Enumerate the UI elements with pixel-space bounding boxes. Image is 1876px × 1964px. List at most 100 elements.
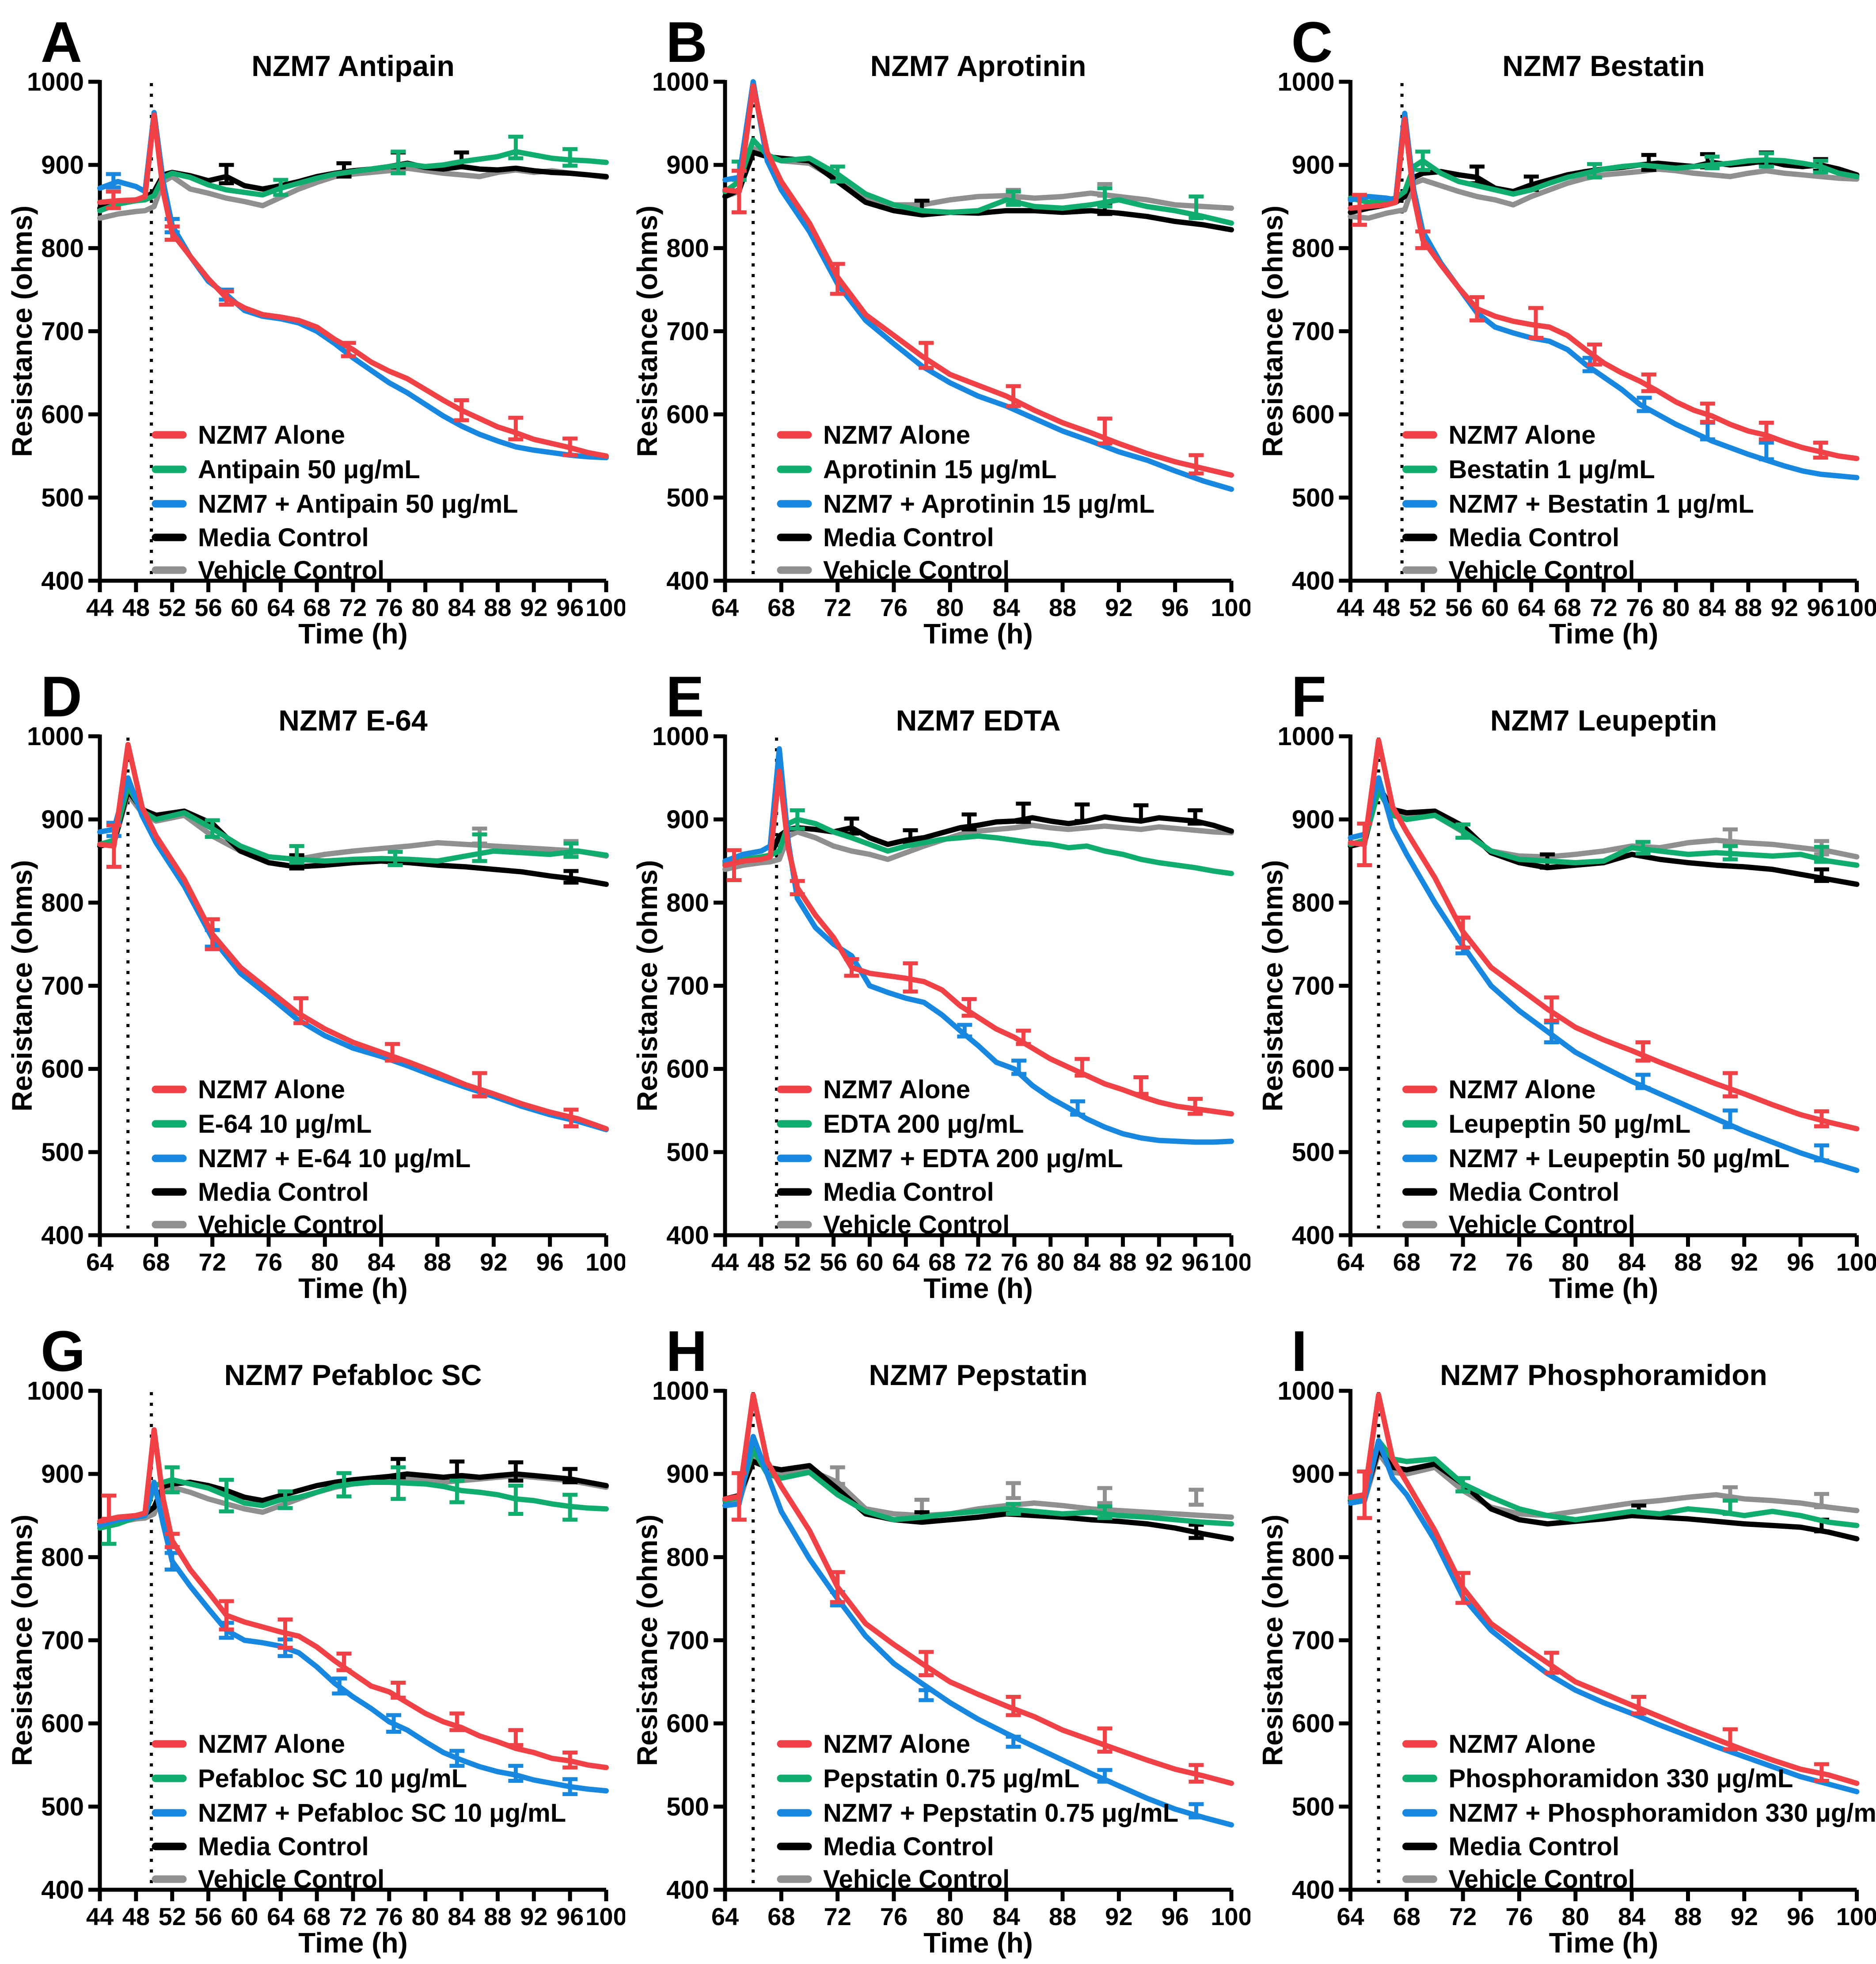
x-tick-label: 76 bbox=[376, 1903, 403, 1930]
y-tick-label: 600 bbox=[666, 400, 709, 429]
y-tick-label: 500 bbox=[666, 483, 709, 512]
x-tick-label: 88 bbox=[484, 594, 511, 621]
series-line-gray bbox=[1348, 1450, 1860, 1519]
y-tick-label: 700 bbox=[1292, 317, 1335, 346]
legend-label: Media Control bbox=[823, 1178, 994, 1207]
legend-label: NZM7 + Pepstatin 0.75 μg/mL bbox=[823, 1799, 1178, 1827]
y-tick-label: 700 bbox=[41, 1626, 84, 1655]
x-tick-label: 80 bbox=[936, 1903, 964, 1930]
panel-letter: I bbox=[1291, 1319, 1307, 1383]
x-tick-label: 68 bbox=[303, 1903, 330, 1930]
x-tick-label: 72 bbox=[199, 1248, 226, 1276]
x-tick-label: 68 bbox=[142, 1248, 170, 1276]
x-tick-label: 92 bbox=[520, 594, 547, 621]
legend-label: Vehicle Control bbox=[823, 556, 1010, 585]
y-tick-label: 900 bbox=[666, 151, 709, 179]
y-tick-label: 700 bbox=[1292, 972, 1335, 1001]
x-tick-label: 64 bbox=[1337, 1903, 1364, 1930]
x-tick-label: 64 bbox=[86, 1248, 114, 1276]
x-tick-label: 96 bbox=[1162, 1903, 1189, 1930]
panel-I: I NZM7 Phosphoramidon 400 500 600 700 800 900 10… bbox=[1250, 1309, 1876, 1964]
x-tick-label: 100 bbox=[585, 594, 625, 621]
x-tick-label: 96 bbox=[536, 1248, 564, 1276]
legend-label: Vehicle Control bbox=[198, 1865, 384, 1894]
x-tick-label: 52 bbox=[159, 594, 186, 621]
series-line-green bbox=[722, 1446, 1234, 1527]
x-tick-label: 80 bbox=[1562, 1248, 1589, 1276]
panel-letter: C bbox=[1291, 10, 1333, 74]
y-tick-label: 700 bbox=[666, 1626, 709, 1655]
legend-label: Media Control bbox=[198, 1832, 369, 1861]
legend-label: NZM7 + Bestatin 1 μg/mL bbox=[1449, 490, 1754, 518]
x-tick-label: 100 bbox=[585, 1903, 625, 1930]
x-tick-label: 92 bbox=[1105, 594, 1132, 621]
panel-title: NZM7 Bestatin bbox=[1502, 49, 1705, 82]
x-tick-label: 100 bbox=[1836, 594, 1876, 621]
x-tick-label: 76 bbox=[880, 594, 908, 621]
chart-F: F NZM7 Leupeptin 400 500 600 700 800 900 1000 64 6… bbox=[1250, 655, 1876, 1309]
legend-label: NZM7 + Phosphoramidon 330 μg/mL bbox=[1449, 1799, 1876, 1827]
legend-label: NZM7 + Leupeptin 50 μg/mL bbox=[1449, 1144, 1790, 1173]
x-tick-label: 72 bbox=[339, 1903, 367, 1930]
panel-title: NZM7 Leupeptin bbox=[1490, 704, 1717, 737]
y-tick-label: 800 bbox=[41, 1543, 84, 1572]
x-tick-label: 96 bbox=[1181, 1248, 1209, 1276]
legend-label: EDTA 200 μg/mL bbox=[823, 1110, 1024, 1138]
y-tick-label: 700 bbox=[666, 972, 709, 1001]
series-line-blue bbox=[722, 79, 1234, 492]
series-line-blue bbox=[1348, 775, 1860, 1173]
legend-label: NZM7 Alone bbox=[198, 1075, 345, 1104]
x-tick-label: 44 bbox=[86, 594, 114, 621]
x-tick-label: 88 bbox=[1049, 1903, 1076, 1930]
panel-F: F NZM7 Leupeptin 400 500 600 700 800 900 1000 64 6… bbox=[1250, 655, 1876, 1309]
chart-D: D NZM7 E-64 400 500 600 700 800 900 1000 64 68 72 76… bbox=[0, 655, 625, 1309]
series-line-red bbox=[722, 83, 1234, 478]
x-tick-label: 60 bbox=[856, 1248, 883, 1276]
series-line-red bbox=[97, 742, 609, 1132]
chart-G: G NZM7 Pefabloc SC 400 500 600 700 800 900 1000 4… bbox=[0, 1309, 625, 1964]
y-tick-label: 500 bbox=[1292, 483, 1335, 512]
y-tick-label: 400 bbox=[1292, 567, 1335, 595]
x-tick-label: 84 bbox=[1073, 1248, 1100, 1276]
legend: NZM7 Alone Pefabloc SC 10 μg/mL NZM7 + Pef… bbox=[152, 1730, 566, 1894]
y-tick-label: 500 bbox=[41, 483, 84, 512]
y-tick-label: 900 bbox=[41, 1460, 84, 1488]
x-tick-label: 76 bbox=[1505, 1903, 1533, 1930]
y-tick-label: 900 bbox=[1292, 151, 1335, 179]
y-tick-label: 600 bbox=[41, 1709, 84, 1738]
x-tick-label: 56 bbox=[1445, 594, 1473, 621]
x-tick-label: 72 bbox=[1449, 1903, 1477, 1930]
y-tick-label: 600 bbox=[1292, 400, 1335, 429]
x-tick-label: 96 bbox=[1787, 1903, 1814, 1930]
x-tick-label: 72 bbox=[965, 1248, 992, 1276]
legend-label: Media Control bbox=[1449, 523, 1620, 552]
y-tick-label: 1000 bbox=[1277, 722, 1334, 751]
x-tick-label: 100 bbox=[1211, 594, 1250, 621]
x-axis-title: Time (h) bbox=[1549, 618, 1659, 650]
legend-label: Aprotinin 15 μg/mL bbox=[823, 455, 1057, 484]
y-tick-label: 800 bbox=[666, 888, 709, 917]
legend: NZM7 Alone EDTA 200 μg/mL NZM7 + EDTA 200 … bbox=[777, 1075, 1123, 1239]
legend-label: NZM7 + E-64 10 μg/mL bbox=[198, 1144, 471, 1173]
y-tick-label: 900 bbox=[41, 151, 84, 179]
y-tick-label: 400 bbox=[666, 1221, 709, 1250]
legend-label: Pepstatin 0.75 μg/mL bbox=[823, 1764, 1079, 1793]
y-tick-label: 500 bbox=[666, 1138, 709, 1167]
panel-letter: D bbox=[41, 664, 82, 729]
x-tick-label: 92 bbox=[1105, 1903, 1132, 1930]
panel-letter: A bbox=[41, 10, 82, 74]
x-tick-label: 100 bbox=[1836, 1248, 1876, 1276]
panel-background bbox=[1250, 655, 1876, 1309]
panel-background bbox=[1250, 1309, 1876, 1964]
legend-label: Pefabloc SC 10 μg/mL bbox=[198, 1764, 467, 1793]
panel-D: D NZM7 E-64 400 500 600 700 800 900 1000 64 68 72 76… bbox=[0, 655, 625, 1309]
x-tick-label: 52 bbox=[159, 1903, 186, 1930]
x-tick-label: 88 bbox=[1735, 594, 1762, 621]
panel-letter: E bbox=[666, 664, 704, 729]
panel-background bbox=[0, 655, 625, 1309]
legend-label: NZM7 Alone bbox=[1449, 1075, 1596, 1104]
x-tick-label: 84 bbox=[448, 1903, 475, 1930]
x-tick-label: 68 bbox=[767, 1903, 795, 1930]
panel-C: C NZM7 Bestatin 400 500 600 700 800 900 1000 44 48… bbox=[1250, 0, 1876, 655]
